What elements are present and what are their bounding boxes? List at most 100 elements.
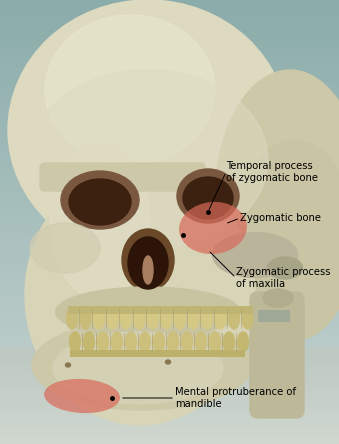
- Bar: [0, 348, 339, 356]
- Bar: [0, 222, 339, 230]
- Bar: [0, 367, 339, 373]
- Ellipse shape: [165, 360, 171, 364]
- Bar: [0, 252, 339, 260]
- Bar: [0, 436, 339, 444]
- Bar: [0, 163, 339, 171]
- Ellipse shape: [8, 0, 288, 260]
- Ellipse shape: [188, 307, 199, 329]
- Ellipse shape: [98, 332, 108, 352]
- Bar: [0, 353, 339, 359]
- Bar: [0, 357, 339, 363]
- Ellipse shape: [177, 169, 239, 223]
- Bar: [0, 8, 339, 16]
- Bar: [258, 310, 290, 322]
- Bar: [0, 429, 339, 438]
- Ellipse shape: [83, 332, 95, 352]
- Bar: [0, 30, 339, 38]
- Bar: [0, 348, 339, 354]
- Bar: [0, 74, 339, 83]
- Ellipse shape: [28, 70, 268, 250]
- Bar: [0, 148, 339, 156]
- Ellipse shape: [238, 332, 248, 352]
- Ellipse shape: [125, 332, 137, 352]
- Ellipse shape: [140, 332, 151, 352]
- Ellipse shape: [65, 363, 71, 367]
- Ellipse shape: [215, 307, 226, 329]
- Bar: [0, 333, 339, 341]
- Ellipse shape: [61, 171, 139, 229]
- Bar: [0, 318, 339, 327]
- Bar: [0, 385, 339, 393]
- Ellipse shape: [242, 307, 253, 329]
- Bar: [0, 207, 339, 216]
- Ellipse shape: [32, 320, 252, 410]
- Ellipse shape: [50, 140, 150, 300]
- Bar: [0, 392, 339, 400]
- Bar: [0, 170, 339, 178]
- Bar: [0, 52, 339, 60]
- FancyBboxPatch shape: [250, 292, 304, 418]
- Ellipse shape: [120, 307, 132, 329]
- Bar: [0, 377, 339, 386]
- Bar: [0, 386, 339, 392]
- Bar: [0, 381, 339, 388]
- Bar: [0, 415, 339, 421]
- Bar: [0, 133, 339, 142]
- Bar: [0, 37, 339, 45]
- Bar: [0, 22, 339, 31]
- Text: Zygomatic process
of maxilla: Zygomatic process of maxilla: [236, 267, 331, 289]
- Bar: [0, 400, 339, 408]
- Bar: [0, 15, 339, 23]
- Bar: [0, 414, 339, 423]
- Ellipse shape: [128, 237, 168, 289]
- Ellipse shape: [201, 307, 213, 329]
- Ellipse shape: [69, 179, 131, 225]
- Bar: [0, 237, 339, 245]
- Bar: [0, 259, 339, 267]
- Ellipse shape: [167, 332, 179, 352]
- Bar: [0, 192, 339, 201]
- Ellipse shape: [181, 332, 193, 352]
- Bar: [0, 141, 339, 149]
- Ellipse shape: [112, 332, 122, 352]
- Ellipse shape: [213, 233, 298, 278]
- Bar: [0, 363, 339, 371]
- Ellipse shape: [44, 379, 120, 413]
- Bar: [70, 350, 245, 357]
- Bar: [0, 274, 339, 282]
- Bar: [0, 281, 339, 289]
- Bar: [0, 303, 339, 312]
- Bar: [0, 266, 339, 275]
- Bar: [68, 306, 253, 314]
- Ellipse shape: [30, 223, 100, 273]
- Ellipse shape: [56, 287, 240, 337]
- Bar: [0, 439, 339, 444]
- Ellipse shape: [161, 307, 172, 329]
- Ellipse shape: [69, 332, 80, 352]
- Bar: [0, 178, 339, 186]
- Ellipse shape: [25, 165, 255, 425]
- Ellipse shape: [53, 332, 223, 404]
- Text: Temporal process
of zygomatic bone: Temporal process of zygomatic bone: [226, 161, 318, 183]
- Ellipse shape: [154, 332, 164, 352]
- Bar: [0, 362, 339, 368]
- Bar: [0, 407, 339, 416]
- Ellipse shape: [228, 307, 239, 329]
- Ellipse shape: [175, 307, 185, 329]
- Bar: [0, 325, 339, 334]
- Bar: [0, 119, 339, 127]
- Bar: [0, 296, 339, 305]
- Bar: [0, 406, 339, 412]
- Ellipse shape: [143, 256, 153, 284]
- Ellipse shape: [66, 307, 78, 329]
- Bar: [0, 401, 339, 407]
- Bar: [0, 214, 339, 223]
- Bar: [0, 311, 339, 319]
- Ellipse shape: [45, 15, 215, 165]
- Bar: [0, 420, 339, 426]
- Bar: [0, 103, 339, 112]
- Ellipse shape: [263, 289, 293, 307]
- Bar: [0, 200, 339, 208]
- FancyBboxPatch shape: [40, 163, 205, 191]
- Ellipse shape: [196, 332, 206, 352]
